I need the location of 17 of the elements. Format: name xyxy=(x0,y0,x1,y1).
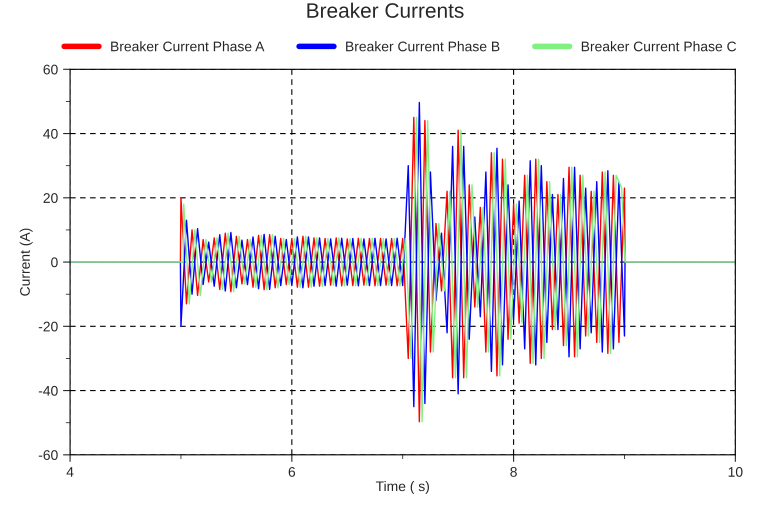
y-tick-label: 0 xyxy=(51,257,58,268)
legend-label: Breaker Current Phase A xyxy=(111,41,264,52)
y-tick-label: -60 xyxy=(38,450,58,460)
y-tick-label: -20 xyxy=(38,322,58,332)
legend-label: Breaker Current Phase B xyxy=(346,41,500,52)
y-axis-title: Current (A) xyxy=(20,228,33,296)
y-tick-label: 60 xyxy=(44,64,58,74)
y-tick-label: -40 xyxy=(38,386,58,396)
x-tick-label: 10 xyxy=(728,467,743,477)
x-tick-label: 6 xyxy=(288,467,296,477)
x-tick-label: 4 xyxy=(66,467,74,477)
legend-label: Breaker Current Phase C xyxy=(582,41,736,52)
y-tick-label: 40 xyxy=(43,128,58,139)
x-axis-title: Time ( s) xyxy=(376,480,429,494)
chart-title: Breaker Currents xyxy=(307,2,464,18)
y-tick-label: 20 xyxy=(44,193,58,203)
x-tick-label: 8 xyxy=(510,467,517,477)
